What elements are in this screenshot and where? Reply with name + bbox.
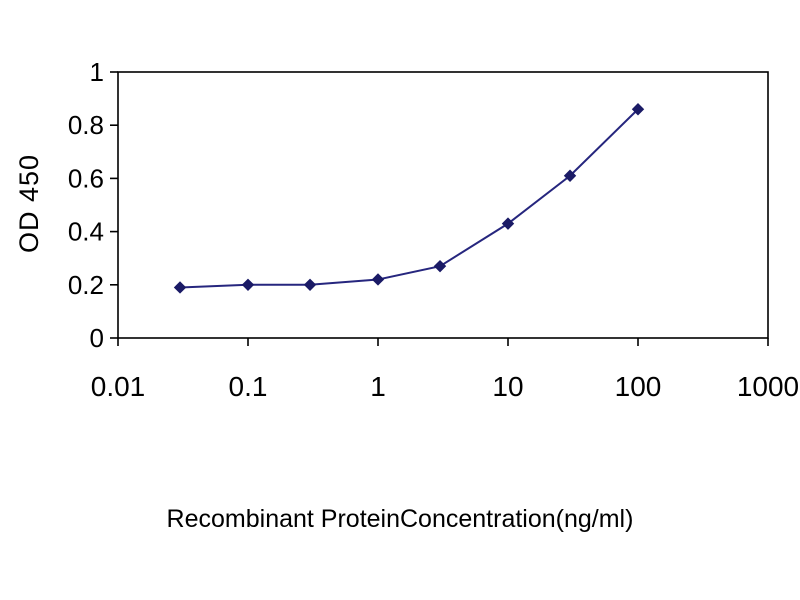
x-tick-label: 100 [615,371,662,402]
data-point-marker [563,169,577,182]
x-axis-title: Recombinant ProteinConcentration(ng/ml) [166,505,634,533]
data-point-marker [501,217,515,230]
y-tick-label: 1 [90,57,104,87]
plot-border [117,71,769,339]
data-point-marker [303,278,317,292]
y-tick-label: 0.8 [68,110,104,140]
x-tick-label: 0.01 [91,371,146,402]
y-axis-title: OD 450 [14,153,44,253]
series-line [179,108,639,289]
y-tick-label: 0.4 [68,217,104,247]
y-tick-label: 0.6 [68,163,104,193]
data-point-marker [433,259,447,273]
data-point-marker [371,273,385,286]
x-tick-label: 1 [370,371,386,402]
data-point-marker [241,278,255,292]
y-tick-label: 0 [90,323,104,353]
data-point-marker [631,103,645,116]
x-tick-label: 10 [492,371,523,402]
x-tick-label: 0.1 [229,371,268,402]
y-tick-label: 0.2 [68,270,104,300]
x-tick-label: 1000 [737,371,799,402]
data-point-marker [173,281,187,294]
